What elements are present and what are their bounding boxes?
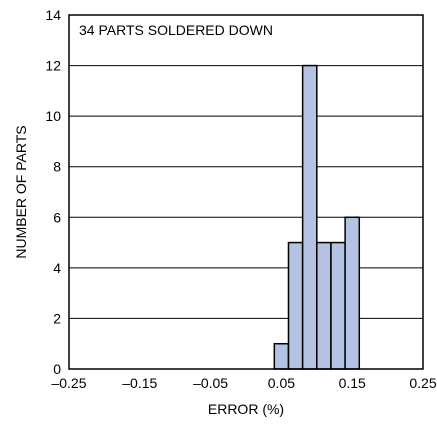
y-axis-title: NUMBER OF PARTS bbox=[13, 125, 29, 258]
annotation-box: 34 PARTS SOLDERED DOWN bbox=[71, 17, 285, 43]
annotation-background bbox=[71, 17, 285, 43]
x-axis-title: ERROR (%) bbox=[208, 401, 284, 417]
x-tick-label: 0.05 bbox=[268, 375, 295, 391]
y-tick-label: 4 bbox=[53, 260, 61, 276]
histogram-bar bbox=[344, 216, 361, 370]
y-tick-label: 14 bbox=[45, 7, 61, 23]
y-tick-label: 0 bbox=[53, 361, 61, 377]
x-tick-labels: –0.25 –0.15 –0.05 0.05 0.15 0.25 bbox=[51, 375, 436, 391]
x-tick-label: –0.15 bbox=[122, 375, 157, 391]
histogram-bar bbox=[301, 64, 318, 370]
histogram-bar bbox=[273, 342, 290, 370]
x-tick-label: 0.25 bbox=[409, 375, 436, 391]
y-tick-label: 2 bbox=[53, 310, 61, 326]
histogram-bar bbox=[316, 241, 332, 370]
y-tick-label: 6 bbox=[53, 209, 61, 225]
y-tick-label: 8 bbox=[53, 159, 61, 175]
plot-frame bbox=[68, 14, 424, 370]
histogram-bar bbox=[330, 241, 346, 370]
x-tick-label: 0.15 bbox=[339, 375, 366, 391]
x-tick-label: –0.05 bbox=[193, 375, 228, 391]
y-tick-labels: 0 2 4 6 8 10 12 14 bbox=[45, 7, 61, 377]
y-tick-label: 10 bbox=[45, 108, 61, 124]
histogram-bar bbox=[287, 241, 304, 370]
annotation-text: 34 PARTS SOLDERED DOWN bbox=[79, 22, 273, 38]
bars bbox=[273, 64, 361, 370]
gridlines bbox=[69, 65, 423, 319]
y-tick-label: 12 bbox=[45, 58, 61, 74]
x-tick-label: –0.25 bbox=[51, 375, 86, 391]
